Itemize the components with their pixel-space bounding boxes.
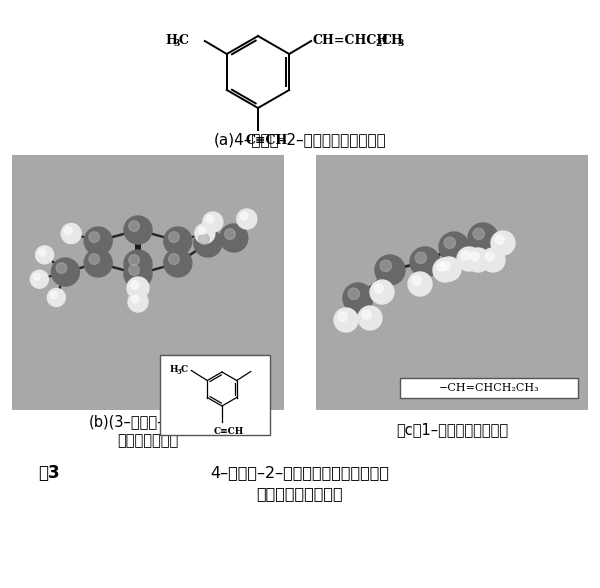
Circle shape <box>129 255 139 265</box>
Text: 苯基的立体构型: 苯基的立体构型 <box>118 433 179 449</box>
Circle shape <box>65 227 72 235</box>
Circle shape <box>485 252 494 261</box>
Circle shape <box>410 247 440 277</box>
Circle shape <box>61 223 81 243</box>
Circle shape <box>89 254 100 265</box>
Text: C≡CH: C≡CH <box>214 427 244 436</box>
Circle shape <box>124 216 152 244</box>
Circle shape <box>169 254 179 265</box>
Circle shape <box>495 235 504 244</box>
Circle shape <box>131 280 139 289</box>
Circle shape <box>380 260 392 272</box>
Circle shape <box>334 308 358 332</box>
Circle shape <box>129 220 139 232</box>
Circle shape <box>415 252 427 263</box>
Circle shape <box>473 228 485 239</box>
Circle shape <box>441 261 450 270</box>
Circle shape <box>56 263 67 273</box>
Circle shape <box>206 215 214 223</box>
Circle shape <box>437 262 446 271</box>
Circle shape <box>164 249 192 277</box>
Circle shape <box>468 223 498 253</box>
Circle shape <box>127 277 149 299</box>
Circle shape <box>220 224 248 252</box>
Text: −CH=CHCH₂CH₃: −CH=CHCH₂CH₃ <box>439 383 539 393</box>
Circle shape <box>362 310 371 319</box>
Circle shape <box>237 209 257 229</box>
Bar <box>12 155 284 410</box>
Text: 3: 3 <box>176 369 181 376</box>
Circle shape <box>358 306 382 330</box>
Circle shape <box>470 252 479 261</box>
Circle shape <box>461 251 470 260</box>
Circle shape <box>35 246 53 264</box>
Circle shape <box>124 250 152 278</box>
Circle shape <box>31 270 49 288</box>
Circle shape <box>408 272 432 296</box>
Circle shape <box>34 273 40 280</box>
Text: CH: CH <box>381 34 403 46</box>
Circle shape <box>343 283 373 313</box>
Text: C: C <box>180 365 187 374</box>
Circle shape <box>437 257 461 281</box>
Circle shape <box>129 265 139 275</box>
Circle shape <box>84 249 112 277</box>
Circle shape <box>466 248 490 272</box>
Circle shape <box>199 234 209 245</box>
Circle shape <box>194 229 222 257</box>
Circle shape <box>412 276 421 285</box>
Text: 片段结构的立体构型: 片段结构的立体构型 <box>257 486 343 502</box>
Bar <box>316 155 588 410</box>
Circle shape <box>348 288 359 299</box>
Text: (b)(3–乙決基–4–甲基）: (b)(3–乙決基–4–甲基） <box>88 415 208 429</box>
Text: CH=CHCH: CH=CHCH <box>312 34 388 46</box>
Text: H: H <box>169 365 178 374</box>
Bar <box>400 378 578 398</box>
Circle shape <box>444 237 455 249</box>
Circle shape <box>491 231 515 255</box>
Circle shape <box>370 280 394 304</box>
Circle shape <box>128 292 148 312</box>
Text: C: C <box>179 34 189 46</box>
Circle shape <box>457 247 481 271</box>
Circle shape <box>375 255 405 285</box>
Text: 3: 3 <box>173 39 179 48</box>
Circle shape <box>50 292 57 298</box>
Circle shape <box>198 227 206 235</box>
Text: H: H <box>166 34 178 46</box>
Circle shape <box>131 295 139 303</box>
Text: 3: 3 <box>397 39 404 48</box>
Circle shape <box>38 249 46 256</box>
Circle shape <box>89 232 100 242</box>
Circle shape <box>195 223 215 243</box>
Circle shape <box>84 227 112 255</box>
Circle shape <box>338 312 347 321</box>
Text: 图3: 图3 <box>38 464 59 482</box>
Circle shape <box>433 258 457 282</box>
Circle shape <box>47 289 65 306</box>
Bar <box>160 355 270 435</box>
Circle shape <box>203 212 223 232</box>
Text: 2: 2 <box>375 39 382 48</box>
Text: (a)4–丁烯基–2–乙決基甲苯的结构式: (a)4–丁烯基–2–乙決基甲苯的结构式 <box>214 132 386 148</box>
Circle shape <box>124 260 152 288</box>
Text: 4–丁烯基–2–乙決基甲苯的结构式及其: 4–丁烯基–2–乙決基甲苯的结构式及其 <box>211 466 389 480</box>
Circle shape <box>164 227 192 255</box>
Circle shape <box>169 232 179 242</box>
Text: （c）1–丁烯基的立体构型: （c）1–丁烯基的立体构型 <box>396 423 508 437</box>
Circle shape <box>374 284 383 293</box>
Text: C≡CH: C≡CH <box>246 135 289 148</box>
Circle shape <box>240 212 248 220</box>
Circle shape <box>439 232 469 262</box>
Circle shape <box>52 258 79 286</box>
Circle shape <box>481 248 505 272</box>
Circle shape <box>224 229 235 239</box>
